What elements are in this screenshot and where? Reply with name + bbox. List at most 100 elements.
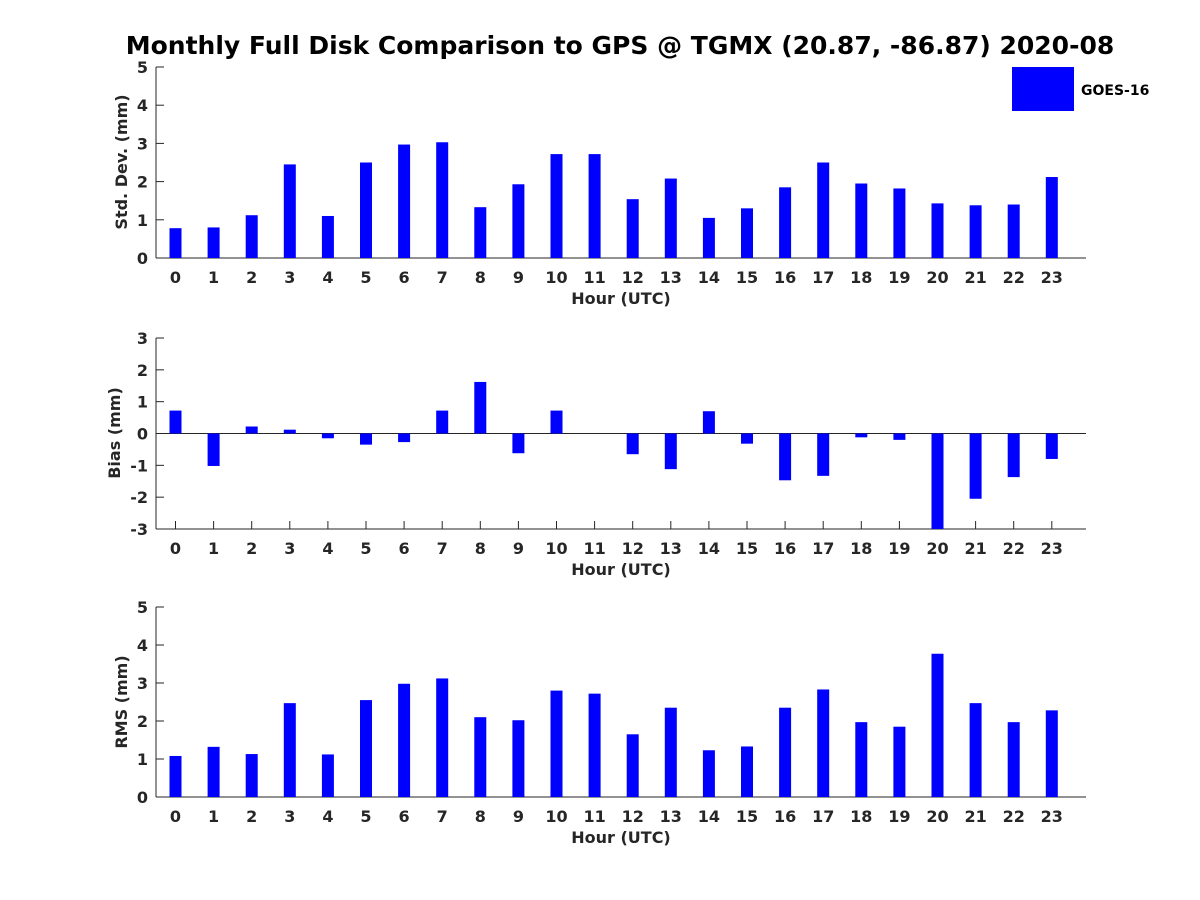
bar bbox=[283, 164, 296, 258]
x-tick-label: 5 bbox=[360, 807, 371, 826]
bar bbox=[360, 162, 372, 258]
legend: GOES-16 bbox=[1012, 67, 1149, 111]
bar bbox=[969, 433, 982, 499]
x-tick-label: 9 bbox=[513, 539, 524, 558]
y-tick-label: 3 bbox=[137, 329, 148, 348]
x-tick-label: 18 bbox=[850, 268, 872, 287]
x-tick-label: 6 bbox=[399, 807, 410, 826]
bar bbox=[169, 228, 182, 258]
bar bbox=[550, 410, 563, 434]
x-tick-label: 7 bbox=[437, 539, 448, 558]
x-tick-label: 20 bbox=[926, 268, 948, 287]
bar bbox=[1007, 722, 1020, 797]
bar bbox=[283, 703, 296, 797]
bar bbox=[741, 208, 753, 258]
x-tick-label: 10 bbox=[545, 539, 567, 558]
x-tick-label: 6 bbox=[399, 268, 410, 287]
bar bbox=[398, 683, 411, 797]
x-tick-label: 15 bbox=[736, 268, 758, 287]
x-tick-label: 7 bbox=[437, 807, 448, 826]
bar bbox=[1007, 204, 1020, 258]
x-tick-label: 12 bbox=[622, 539, 644, 558]
bar bbox=[626, 199, 639, 258]
bar bbox=[1045, 710, 1058, 797]
bar bbox=[283, 429, 296, 434]
x-tick-label: 8 bbox=[475, 807, 486, 826]
bar bbox=[741, 746, 753, 797]
x-tick-label: 18 bbox=[850, 807, 872, 826]
x-tick-label: 23 bbox=[1041, 807, 1063, 826]
x-tick-label: 17 bbox=[812, 268, 834, 287]
legend-label-goes16: GOES-16 bbox=[1081, 83, 1149, 99]
x-tick-label: 19 bbox=[888, 539, 910, 558]
bar bbox=[1045, 433, 1058, 459]
x-tick-label: 8 bbox=[475, 539, 486, 558]
x-tick-label: 12 bbox=[622, 268, 644, 287]
y-tick-label: 0 bbox=[137, 249, 148, 268]
x-tick-label: 8 bbox=[475, 268, 486, 287]
bar bbox=[588, 154, 601, 258]
x-tick-label: 0 bbox=[170, 268, 181, 287]
y-tick-label: 1 bbox=[137, 393, 148, 412]
x-tick-label: 21 bbox=[964, 539, 986, 558]
bar bbox=[398, 433, 411, 443]
bar bbox=[855, 183, 868, 258]
bar bbox=[321, 215, 334, 258]
bar bbox=[702, 750, 715, 797]
bar bbox=[550, 154, 563, 258]
bar bbox=[321, 433, 334, 439]
bar bbox=[207, 227, 220, 258]
x-tick-label: 4 bbox=[322, 268, 333, 287]
x-tick-label: 12 bbox=[622, 807, 644, 826]
x-tick-label: 19 bbox=[888, 807, 910, 826]
x-tick-label: 13 bbox=[660, 539, 682, 558]
x-tick-label: 9 bbox=[513, 807, 524, 826]
bar bbox=[779, 707, 792, 797]
x-tick-label: 14 bbox=[698, 539, 720, 558]
bar bbox=[626, 433, 639, 455]
x-tick-label: 4 bbox=[322, 807, 333, 826]
bar bbox=[855, 433, 868, 438]
x-tick-label: 5 bbox=[360, 539, 371, 558]
x-tick-label: 3 bbox=[284, 539, 295, 558]
bar bbox=[512, 184, 525, 258]
bar bbox=[664, 707, 677, 797]
x-tick-label: 20 bbox=[926, 807, 948, 826]
bar bbox=[169, 755, 182, 797]
x-tick-label: 0 bbox=[170, 807, 181, 826]
x-tick-label: 2 bbox=[246, 807, 257, 826]
bar bbox=[169, 410, 182, 434]
bar bbox=[931, 203, 944, 258]
bar bbox=[817, 689, 830, 797]
x-tick-label: 21 bbox=[964, 807, 986, 826]
x-tick-label: 9 bbox=[513, 268, 524, 287]
x-tick-label: 16 bbox=[774, 539, 796, 558]
x-tick-label: 10 bbox=[545, 268, 567, 287]
x-tick-label: 2 bbox=[246, 539, 257, 558]
y-tick-label: 4 bbox=[137, 96, 148, 115]
bar bbox=[207, 746, 220, 797]
bar bbox=[436, 410, 449, 434]
bar bbox=[474, 381, 487, 434]
bar bbox=[664, 433, 677, 470]
x-tick-label: 20 bbox=[926, 539, 948, 558]
x-tick-label: 15 bbox=[736, 807, 758, 826]
x-tick-label: 23 bbox=[1041, 268, 1063, 287]
x-tick-label: 1 bbox=[208, 807, 219, 826]
x-axis-label: Hour (UTC) bbox=[571, 828, 671, 847]
x-tick-label: 1 bbox=[208, 268, 219, 287]
bar bbox=[360, 700, 372, 797]
x-axis-label: Hour (UTC) bbox=[571, 289, 671, 308]
bar bbox=[779, 433, 792, 481]
bar bbox=[817, 162, 830, 258]
bar bbox=[245, 215, 258, 258]
y-tick-label: 2 bbox=[137, 173, 148, 192]
x-tick-label: 11 bbox=[583, 268, 605, 287]
bar bbox=[512, 433, 525, 454]
bar bbox=[207, 433, 220, 466]
legend-swatch-goes16 bbox=[1012, 67, 1074, 111]
bar bbox=[550, 690, 563, 797]
